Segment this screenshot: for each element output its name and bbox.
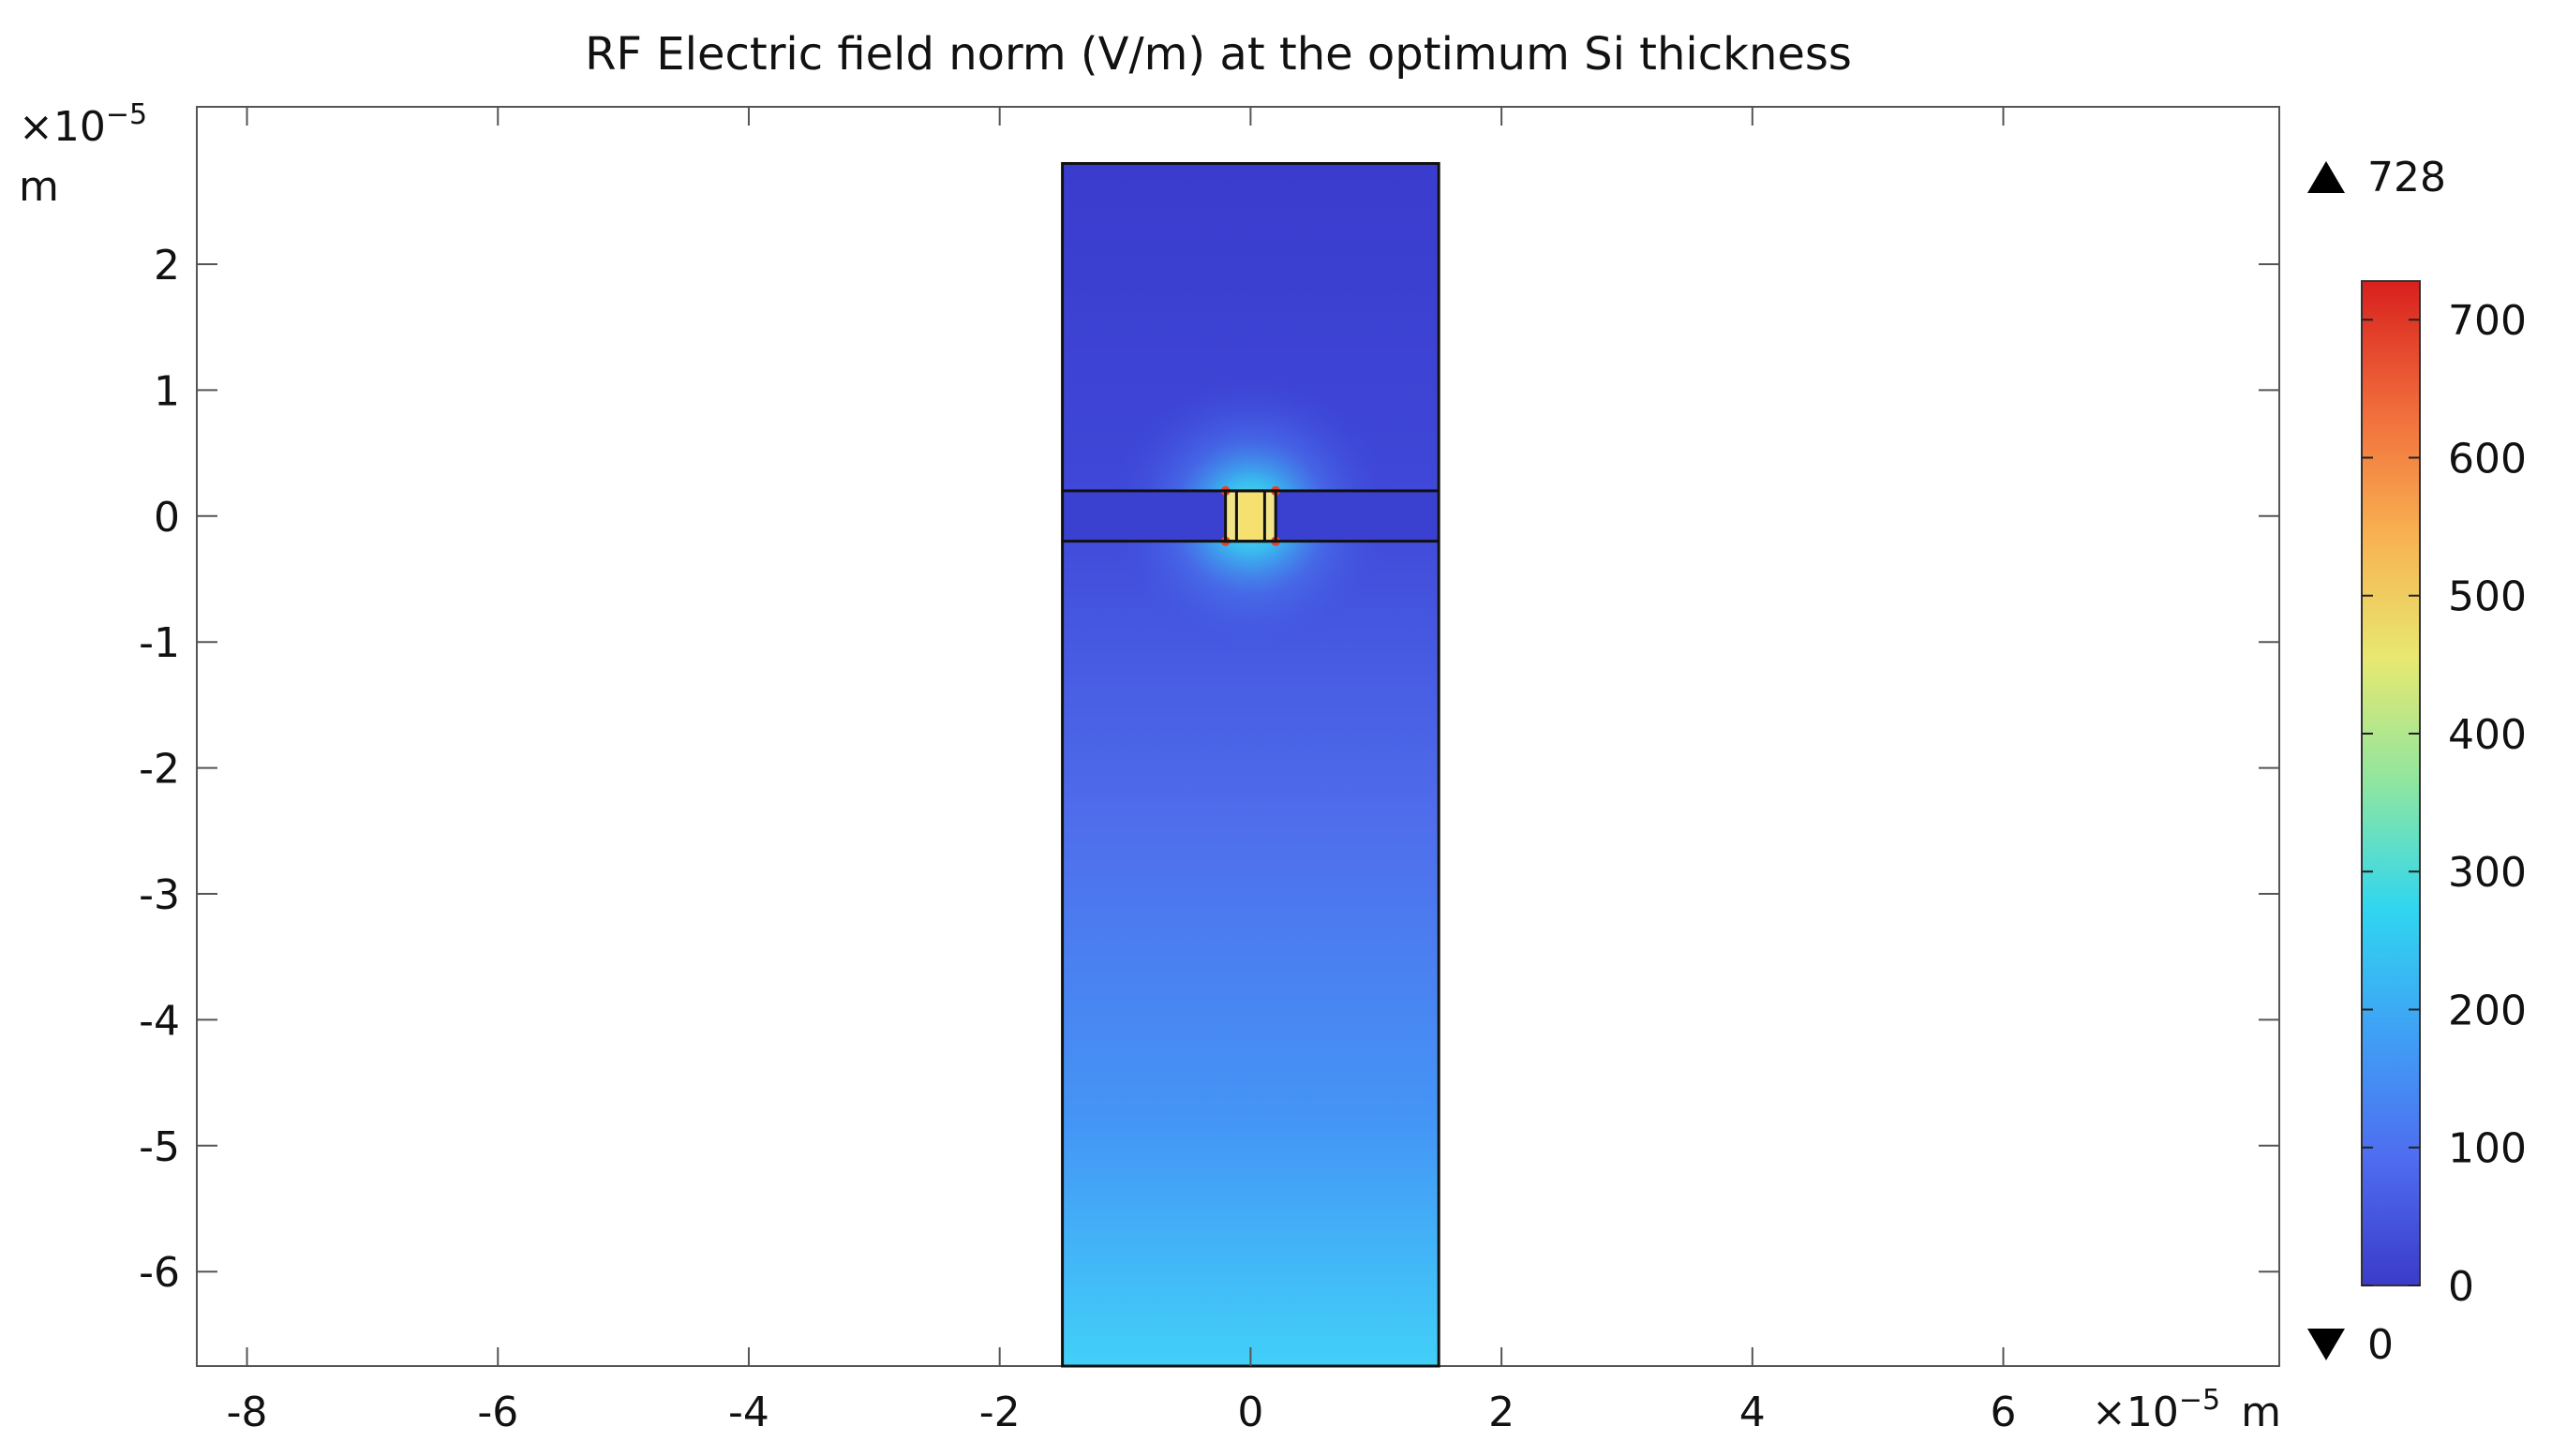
chart-title: RF Electric field norm (V/m) at the opti… [585, 28, 1852, 81]
colorbar-tick-label: 0 [2448, 1263, 2474, 1311]
x-tick-label: -8 [227, 1389, 268, 1436]
x-tick-label: 0 [1237, 1389, 1263, 1436]
y-tick-label: -2 [139, 746, 180, 794]
y-tick-label: -6 [139, 1249, 180, 1297]
colorbar-tick-label: 500 [2448, 573, 2527, 621]
x-tick-label: 4 [1739, 1389, 1766, 1436]
colorbar-tick-label: 400 [2448, 711, 2527, 759]
y-tick-label: 1 [154, 367, 180, 415]
x-tick-label: -2 [979, 1389, 1021, 1436]
x-axis-unit: m [2241, 1389, 2281, 1436]
svg-text:×10−5m: ×10−5 m [2092, 1384, 2281, 1436]
colorbar-tick-label: 600 [2448, 435, 2527, 483]
gap-center [1239, 492, 1262, 540]
y-tick-label: 2 [154, 242, 180, 290]
x-axis-multiplier: ×10 [2092, 1389, 2179, 1436]
y-tick-label: -3 [139, 871, 180, 919]
colorbar-max-label: 728 [2367, 154, 2446, 201]
x-axis-scale-label: ×10−5 m [2092, 1384, 2281, 1436]
x-tick-label: -6 [477, 1389, 518, 1436]
y-axis-unit: m [19, 163, 59, 211]
colorbar-ticks: 0 100 200 300 400 500 600 700 [2362, 297, 2527, 1311]
max-triangle-icon [2307, 161, 2345, 193]
x-tick-label: -4 [728, 1389, 769, 1436]
colorbar-tick-label: 200 [2448, 987, 2527, 1034]
y-axis-scale-label: ×10−5 m [19, 98, 147, 211]
gap-outline [1224, 489, 1277, 543]
colorbar-scale [2361, 280, 2421, 1286]
colorbar-min-label: 0 [2367, 1321, 2394, 1369]
plot-area: -8 -6 -4 -2 0 2 4 6 2 1 0 -1 -2 -3 -4 -5 -6 [139, 106, 2280, 1436]
x-tick-label: 2 [1488, 1389, 1515, 1436]
svg-text:×10−5: ×10−5 [19, 98, 147, 151]
x-axis-exponent: −5 [2179, 1384, 2220, 1417]
min-triangle-icon [2307, 1329, 2345, 1360]
colorbar-tick-label: 100 [2448, 1125, 2527, 1173]
y-axis-multiplier: ×10 [19, 103, 106, 151]
y-axis-ticks: 2 1 0 -1 -2 -3 -4 -5 -6 [139, 242, 2279, 1297]
y-tick-label: 0 [154, 494, 180, 542]
colorbar-tick-label: 300 [2448, 849, 2527, 897]
field-region [1062, 163, 1440, 1367]
colorbar: 728 0 100 200 300 400 500 600 700 0 [2307, 154, 2527, 1369]
y-tick-label: -4 [139, 997, 180, 1045]
y-axis-exponent: −5 [106, 98, 147, 131]
simulation-domain [1061, 161, 1440, 1368]
x-tick-label: 6 [1991, 1389, 2017, 1436]
y-tick-label: -1 [139, 619, 180, 667]
colorbar-tick-label: 700 [2448, 297, 2527, 345]
x-axis-ticks: -8 -6 -4 -2 0 2 4 6 [227, 107, 2017, 1436]
y-tick-label: -5 [139, 1123, 180, 1171]
